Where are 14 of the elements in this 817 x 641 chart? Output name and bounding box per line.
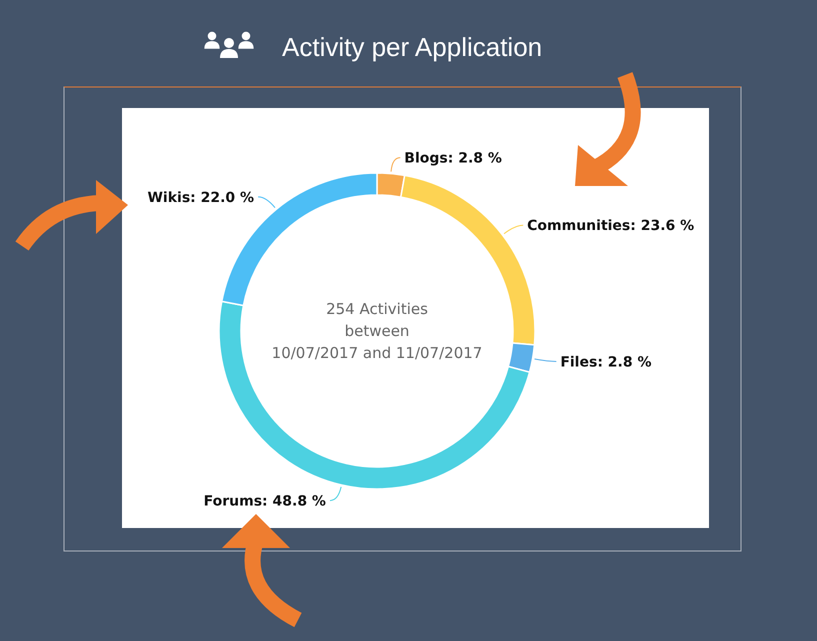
data-label: : 48.8 % (262, 494, 326, 510)
slice-label: Forums (204, 494, 262, 510)
slice-label: Files (560, 354, 598, 370)
text: 10/07/2017 and 11/07/2017 (272, 344, 482, 362)
slice-label: Blogs (404, 150, 448, 167)
data-label: : 22.0 % (190, 190, 254, 206)
data-label: : 2.8 % (597, 354, 652, 370)
text: 254 Activities (326, 300, 428, 318)
chart-title: Activity per Application (282, 32, 542, 62)
data-label: : 2.8 % (448, 150, 502, 167)
text: between (344, 322, 410, 340)
data-label: : 23.6 % (630, 218, 694, 234)
slice-label: Communities (527, 218, 630, 234)
slice-label: Wikis (147, 190, 190, 206)
